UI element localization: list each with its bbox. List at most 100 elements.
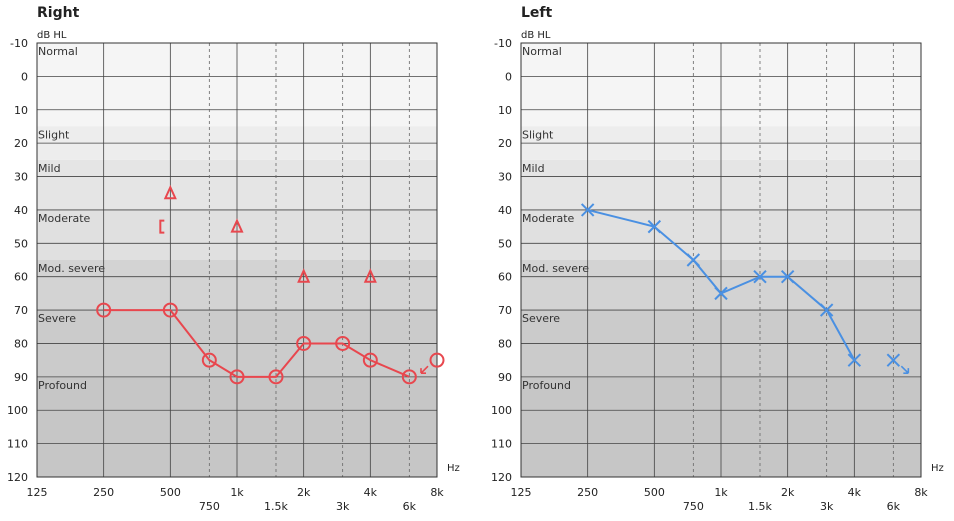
data-point-x	[753, 269, 767, 284]
x-tick-label-inter: 1.5k	[748, 500, 772, 513]
y-tick-label: 10	[14, 104, 28, 117]
data-point-circle	[162, 302, 178, 318]
y-tick-label: 0	[505, 70, 512, 83]
data-point-x	[847, 353, 862, 367]
data-point-triangle	[230, 218, 244, 233]
y-tick-label: 90	[14, 371, 28, 384]
chart-title: Right	[37, 5, 80, 21]
data-point-x	[647, 219, 662, 234]
x-tick-label: 125	[27, 486, 48, 499]
y-tick-label: 30	[14, 171, 28, 184]
y-axis-unit: dB HL	[37, 30, 67, 41]
data-point-circle	[296, 335, 312, 351]
data-point-x	[780, 269, 795, 284]
y-axis-unit: dB HL	[521, 30, 551, 41]
band-label: Mild	[522, 162, 545, 175]
y-tick-label: 10	[498, 104, 512, 117]
y-tick-label: 100	[7, 404, 28, 417]
chart-title: Left	[521, 5, 553, 21]
x-tick-label-inter: 750	[199, 500, 220, 513]
y-tick-label: 120	[491, 471, 512, 484]
band-label: Normal	[522, 45, 562, 58]
data-point-circle	[362, 352, 378, 368]
y-tick-label: -10	[494, 37, 512, 50]
x-tick-label: 1k	[714, 486, 728, 499]
x-tick-label: 2k	[297, 486, 311, 499]
y-tick-label: 50	[14, 237, 28, 250]
data-point-circle	[401, 369, 417, 385]
x-tick-label-inter: 3k	[820, 500, 834, 513]
y-tick-label: 110	[7, 438, 28, 451]
y-tick-label: 120	[7, 471, 28, 484]
x-tick-label: 500	[160, 486, 181, 499]
data-point-circle	[96, 302, 112, 318]
data-point-circle	[268, 369, 284, 385]
band-label: Profound	[38, 379, 87, 392]
y-tick-label: 40	[14, 204, 28, 217]
x-tick-label: 250	[93, 486, 114, 499]
data-point-x	[686, 253, 701, 267]
data-point-circle	[229, 369, 245, 385]
data-point-x	[580, 203, 595, 217]
y-tick-label: 110	[491, 438, 512, 451]
band-label: Severe	[38, 312, 76, 325]
x-tick-label: 2k	[781, 486, 795, 499]
band-label: Mod. severe	[522, 262, 589, 275]
x-tick-label-inter: 1.5k	[264, 500, 288, 513]
y-tick-label: 20	[14, 137, 28, 150]
band-label: Slight	[38, 128, 70, 141]
series-line	[103, 309, 410, 378]
band-label: Slight	[522, 128, 554, 141]
data-point-circle	[335, 335, 351, 351]
y-tick-label: 70	[14, 304, 28, 317]
x-tick-label: 8k	[914, 486, 928, 499]
data-point-triangle	[363, 268, 377, 283]
data-point-triangle	[163, 184, 177, 200]
series-line	[587, 208, 856, 361]
data-point-x	[819, 303, 834, 317]
band-label: Normal	[38, 45, 78, 58]
x-tick-label-inter: 6k	[403, 500, 417, 513]
data-point-x	[714, 286, 728, 301]
x-tick-label-inter: 750	[683, 500, 704, 513]
x-tick-label: 4k	[848, 486, 862, 499]
plot-frame	[36, 42, 438, 478]
y-tick-label: 80	[14, 337, 28, 350]
y-tick-label: 60	[14, 271, 28, 284]
y-tick-label: 40	[498, 204, 512, 217]
no-response-arrow	[420, 365, 429, 374]
plot-frame	[520, 42, 922, 478]
y-tick-label: 0	[21, 70, 28, 83]
data-point-x	[886, 353, 901, 367]
x-tick-label: 1k	[230, 486, 244, 499]
x-tick-label: 125	[511, 486, 532, 499]
x-tick-label-inter: 3k	[336, 500, 350, 513]
x-tick-label: 500	[644, 486, 665, 499]
y-tick-label: 90	[498, 371, 512, 384]
data-point-triangle	[297, 268, 311, 283]
band-label: Mild	[38, 162, 61, 175]
y-tick-label: 20	[498, 137, 512, 150]
x-tick-label: 8k	[430, 486, 444, 499]
band-label: Moderate	[38, 212, 91, 225]
y-tick-label: 60	[498, 271, 512, 284]
data-point-bracket	[159, 219, 165, 234]
band-label: Profound	[522, 379, 571, 392]
no-response-arrow	[900, 365, 910, 374]
x-tick-label: 4k	[364, 486, 378, 499]
x-tick-label-inter: 6k	[887, 500, 901, 513]
band-label: Moderate	[522, 212, 575, 225]
band-label: Severe	[522, 312, 560, 325]
y-tick-label: 100	[491, 404, 512, 417]
y-tick-label: 30	[498, 171, 512, 184]
x-tick-label: 250	[577, 486, 598, 499]
y-tick-label: -10	[10, 37, 28, 50]
x-axis-unit: Hz	[447, 463, 460, 474]
data-point-circle	[429, 352, 445, 368]
band-label: Mod. severe	[38, 262, 105, 275]
y-tick-label: 50	[498, 237, 512, 250]
x-axis-unit: Hz	[931, 463, 944, 474]
y-tick-label: 70	[498, 304, 512, 317]
data-point-circle	[201, 352, 217, 368]
